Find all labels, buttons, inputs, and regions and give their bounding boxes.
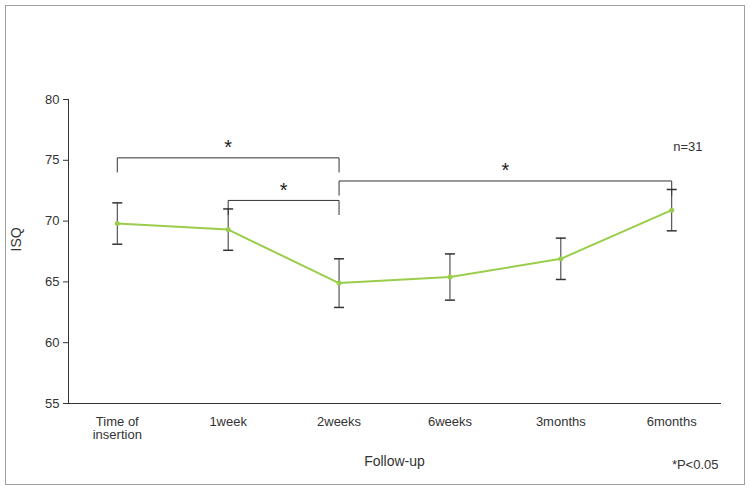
svg-text:3months: 3months bbox=[536, 414, 586, 429]
svg-text:2weeks: 2weeks bbox=[317, 414, 362, 429]
svg-text:n=31: n=31 bbox=[673, 139, 702, 154]
svg-text:60: 60 bbox=[45, 335, 59, 350]
svg-text:65: 65 bbox=[45, 274, 59, 289]
svg-text:80: 80 bbox=[45, 92, 59, 107]
svg-text:*: * bbox=[224, 136, 232, 158]
svg-text:Time ofinsertion: Time ofinsertion bbox=[93, 414, 142, 442]
svg-text:Follow-up: Follow-up bbox=[364, 453, 425, 469]
svg-text:70: 70 bbox=[45, 213, 59, 228]
svg-text:ISQ: ISQ bbox=[8, 227, 24, 251]
svg-text:6weeks: 6weeks bbox=[428, 414, 473, 429]
svg-text:75: 75 bbox=[45, 152, 59, 167]
svg-text:*P<0.05: *P<0.05 bbox=[672, 457, 719, 472]
svg-text:*: * bbox=[501, 159, 509, 181]
svg-text:*: * bbox=[280, 179, 288, 201]
svg-text:1week: 1week bbox=[209, 414, 247, 429]
svg-text:6months: 6months bbox=[647, 414, 697, 429]
svg-text:55: 55 bbox=[45, 396, 59, 411]
